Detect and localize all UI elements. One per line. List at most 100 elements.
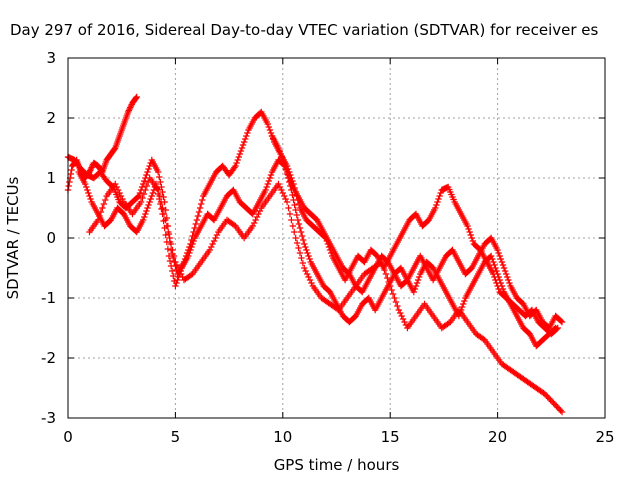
- data-point: [301, 264, 308, 272]
- data-point: [237, 147, 245, 155]
- data-point: [119, 195, 126, 203]
- data-point: [173, 279, 180, 287]
- data-point: [436, 192, 443, 200]
- data-point: [159, 188, 166, 196]
- data-point: [99, 204, 106, 212]
- data-point: [149, 189, 157, 197]
- data-point: [159, 204, 166, 212]
- y-tick-label: 2: [46, 109, 56, 127]
- data-point: [286, 210, 294, 218]
- y-tick-label: 1: [46, 169, 56, 187]
- data-point: [192, 220, 200, 228]
- data-point: [170, 272, 177, 280]
- data-points: [64, 93, 566, 416]
- data-point: [496, 252, 503, 260]
- data-point: [176, 267, 183, 275]
- data-point: [187, 271, 195, 279]
- data-point: [94, 216, 102, 224]
- data-point: [127, 102, 135, 110]
- data-point: [297, 228, 305, 236]
- data-point: [145, 201, 152, 209]
- data-point: [250, 219, 258, 227]
- data-point: [238, 144, 246, 152]
- data-point: [303, 270, 311, 278]
- data-point: [233, 159, 240, 167]
- data-point: [156, 173, 163, 181]
- data-point: [142, 186, 149, 194]
- data-point: [111, 145, 118, 153]
- data-point: [262, 186, 269, 194]
- data-point: [432, 204, 439, 212]
- data-point: [165, 228, 172, 236]
- data-point: [264, 120, 271, 128]
- data-point: [434, 198, 441, 206]
- data-point: [292, 234, 299, 242]
- data-point: [210, 237, 218, 245]
- data-point: [266, 174, 274, 182]
- data-point: [276, 147, 283, 155]
- data-point: [288, 216, 295, 224]
- data-point: [302, 243, 309, 251]
- data-point: [264, 180, 271, 188]
- grid-lines: [68, 58, 605, 418]
- data-point: [87, 195, 94, 203]
- data-point: [497, 279, 505, 287]
- data-point: [300, 236, 307, 244]
- data-point: [395, 306, 402, 314]
- data-point: [126, 105, 133, 113]
- data-point: [460, 300, 467, 308]
- data-point: [132, 94, 140, 102]
- data-point: [306, 276, 314, 284]
- data-point: [499, 285, 507, 293]
- data-point: [86, 167, 94, 174]
- data-point: [554, 404, 561, 411]
- data-point: [282, 195, 289, 203]
- data-point: [285, 204, 292, 212]
- data-point: [461, 297, 468, 305]
- data-point: [557, 407, 564, 414]
- data-point: [283, 168, 291, 176]
- data-point: [553, 402, 560, 410]
- data-point: [88, 164, 95, 171]
- data-point: [163, 222, 171, 230]
- data-point: [491, 261, 498, 269]
- data-point: [286, 174, 293, 182]
- data-point: [230, 221, 238, 229]
- data-point: [281, 192, 288, 200]
- data-point: [334, 305, 341, 313]
- data-point: [265, 177, 273, 185]
- data-point: [275, 180, 282, 188]
- data-point: [232, 162, 239, 170]
- data-point: [191, 224, 198, 232]
- chart-title: Day 297 of 2016, Sidereal Day-to-day VTE…: [10, 21, 599, 39]
- x-tick-labels: 0 5 10 15 20 25: [63, 428, 614, 446]
- data-point: [68, 166, 75, 174]
- x-tick-label: 10: [273, 428, 292, 446]
- data-point: [413, 279, 421, 287]
- data-point: [435, 195, 442, 203]
- data-point: [283, 198, 291, 206]
- data-point: [498, 258, 506, 266]
- data-point: [133, 93, 140, 101]
- data-point: [235, 153, 242, 161]
- data-point: [265, 123, 273, 131]
- data-point: [279, 156, 286, 164]
- data-point: [87, 165, 95, 173]
- data-point: [500, 264, 508, 272]
- data-point: [138, 183, 146, 191]
- data-point: [164, 245, 172, 253]
- data-point: [135, 192, 143, 200]
- data-point: [278, 153, 285, 161]
- data-point: [280, 159, 288, 167]
- data-point: [263, 183, 270, 191]
- data-point: [490, 258, 497, 266]
- data-point: [545, 395, 553, 402]
- data-point: [162, 216, 169, 224]
- data-point: [141, 213, 148, 221]
- data-point: [185, 252, 192, 260]
- data-point: [282, 165, 290, 173]
- data-point: [212, 234, 219, 242]
- data-point: [253, 213, 261, 221]
- data-point: [469, 237, 477, 245]
